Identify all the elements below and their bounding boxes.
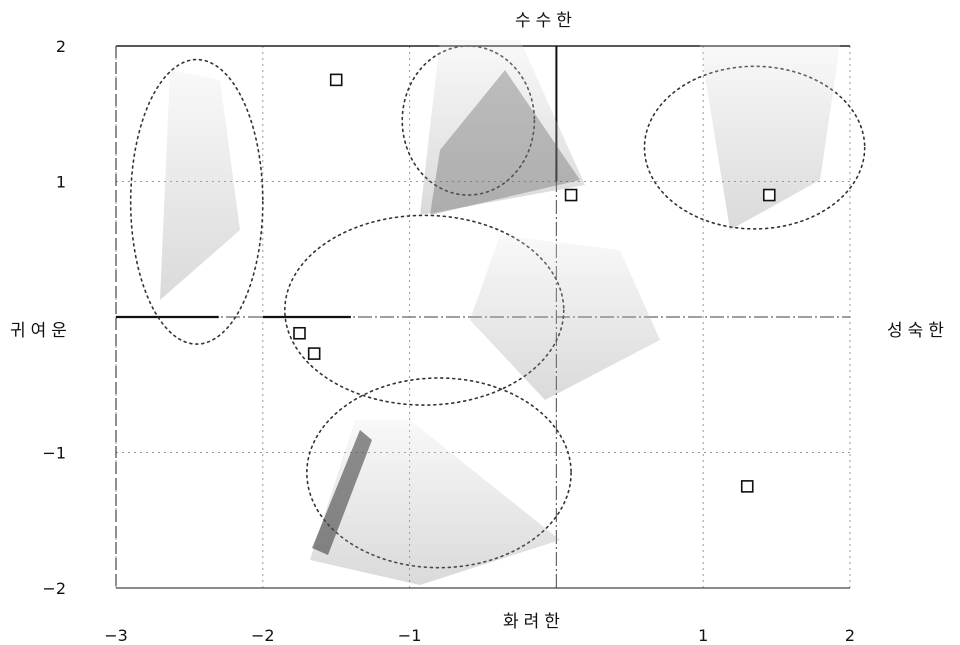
x-tick-label: 1	[698, 626, 708, 645]
dress-figure-image	[470, 235, 660, 400]
y-tick-label: 2	[56, 37, 66, 56]
dress-figure-image	[160, 70, 240, 300]
x-tick-label: −1	[398, 626, 422, 645]
dress-figure-image	[310, 420, 560, 585]
data-markers	[293, 73, 776, 493]
data-marker-square	[307, 347, 321, 360]
tick-labels: −3 −2 −1 1 2 2 1 −1 −2	[42, 37, 855, 645]
data-marker-square	[329, 73, 343, 87]
cluster-ellipse	[129, 58, 264, 345]
cluster-ellipse	[643, 65, 866, 230]
dress-figure-images	[160, 40, 840, 585]
pole-label-bottom: 화려한	[503, 612, 565, 632]
pole-label-right: 성숙한	[887, 321, 949, 341]
data-marker-square	[740, 480, 754, 493]
pole-label-top: 수수한	[515, 11, 577, 31]
dress-skirt-image	[430, 70, 580, 215]
x-tick-label: 2	[845, 626, 855, 645]
data-marker-square	[762, 188, 776, 202]
dress-figure-image	[420, 40, 585, 215]
x-tick-label: −3	[104, 626, 128, 645]
data-marker-square	[293, 326, 306, 340]
data-marker-square	[564, 188, 578, 202]
x-tick-label: −2	[251, 626, 275, 645]
dress-figure-image	[700, 45, 840, 230]
y-tick-label: 1	[56, 173, 66, 192]
y-tick-label: −1	[42, 444, 66, 463]
dress-skirt-image	[312, 430, 372, 555]
y-tick-label: −2	[42, 579, 66, 598]
pole-label-left: 귀여운	[10, 321, 72, 341]
